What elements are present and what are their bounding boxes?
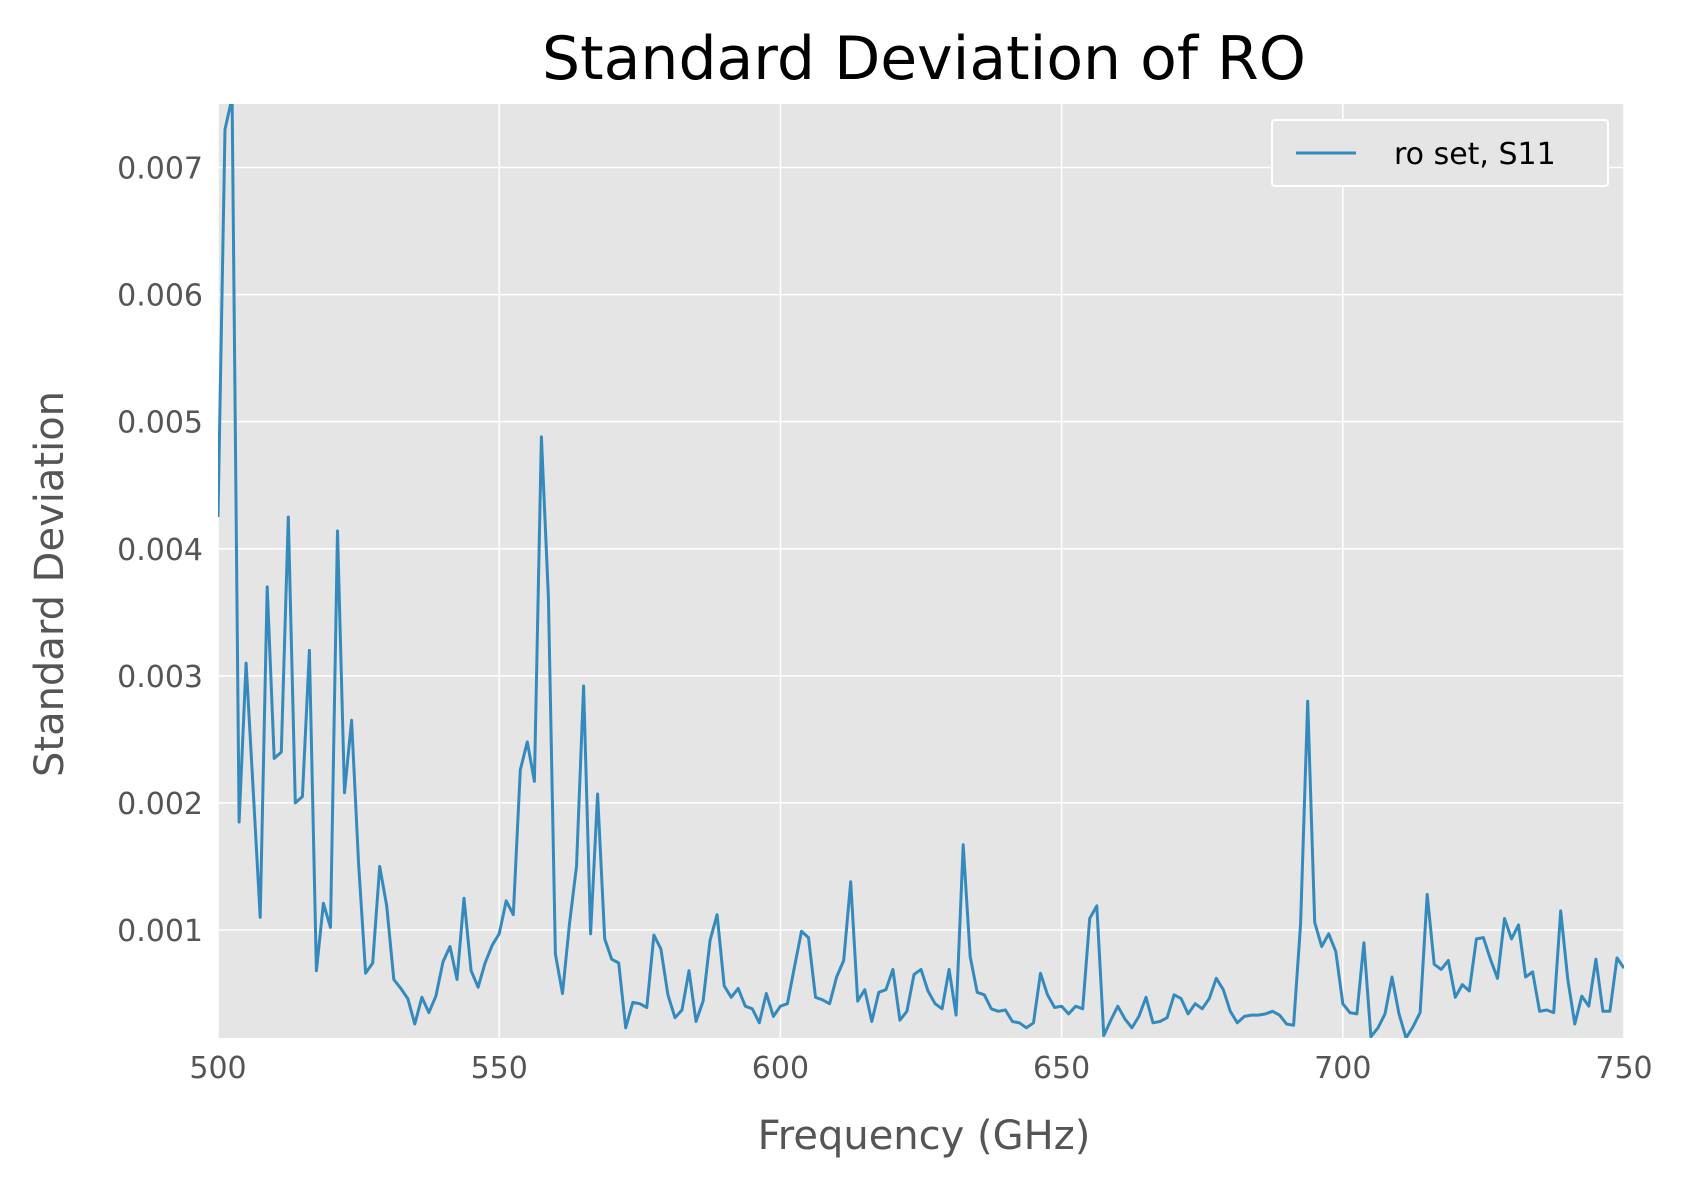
x-axis-label: Frequency (GHz)	[758, 1113, 1091, 1159]
x-axis-ticks: 500 550 600 650 700 750	[189, 1051, 1652, 1086]
y-axis-label: Standard Deviation	[27, 391, 73, 777]
x-tick-label: 700	[1314, 1051, 1371, 1086]
series-line	[218, 104, 1624, 1038]
x-tick-label: 650	[1033, 1051, 1090, 1086]
x-tick-label: 550	[471, 1051, 528, 1086]
x-tick-label: 600	[752, 1051, 809, 1086]
y-tick-label: 0.005	[117, 406, 203, 441]
y-tick-label: 0.001	[117, 914, 203, 949]
legend-box	[1271, 119, 1609, 187]
y-axis-ticks: 0.001 0.002 0.003 0.004 0.005 0.006 0.007	[117, 152, 203, 949]
y-tick-label: 0.006	[117, 279, 203, 314]
y-tick-label: 0.003	[117, 660, 203, 695]
series-layer	[218, 104, 1624, 1038]
plot-area	[218, 104, 1624, 1038]
chart-title: Standard Deviation of RO	[542, 24, 1306, 94]
legend: ro set, S11	[1271, 119, 1609, 187]
y-tick-label: 0.007	[117, 152, 203, 187]
y-tick-label: 0.002	[117, 787, 203, 822]
x-tick-label: 500	[189, 1051, 246, 1086]
y-tick-label: 0.004	[117, 533, 203, 568]
legend-label: ro set, S11	[1394, 137, 1556, 172]
x-tick-label: 750	[1595, 1051, 1652, 1086]
